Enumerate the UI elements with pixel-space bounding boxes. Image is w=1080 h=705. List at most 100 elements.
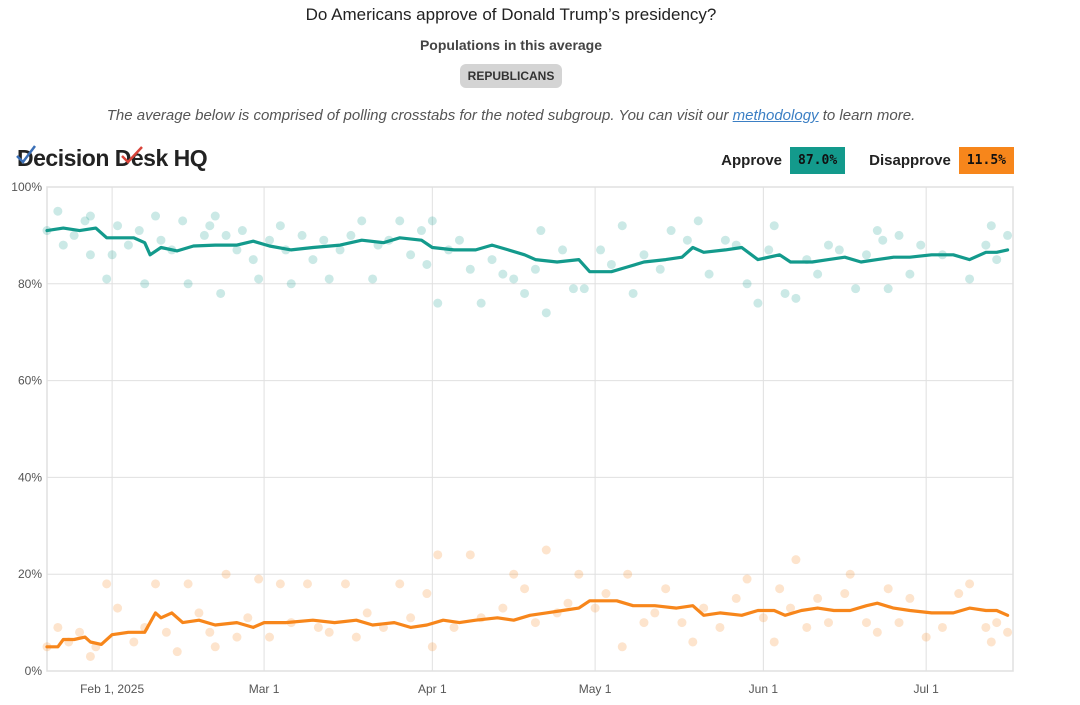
disapprove-poll-point [151,579,161,589]
disapprove-poll-point [563,598,573,608]
disapprove-poll-point [210,642,220,652]
note-text-after: to learn more. [818,107,916,124]
disapprove-poll-point [449,622,459,632]
disapprove-poll-point [85,651,95,661]
disapprove-poll-point [520,584,530,594]
disapprove-poll-point [731,593,741,603]
disapprove-poll-point [661,584,671,594]
approve-poll-point [433,298,443,308]
approve-poll-point [69,230,79,240]
note-text-before: The average below is comprised of pollin… [106,107,733,124]
approve-poll-point [454,235,464,245]
approve-poll-point [275,221,285,231]
approve-poll-point [1003,230,1013,240]
approve-poll-point [558,245,568,255]
page-title: Do Americans approve of Donald Trump’s p… [305,5,717,24]
disapprove-poll-point [340,579,350,589]
approve-poll-point [297,230,307,240]
approve-poll-point [986,221,996,231]
approve-poll-point [80,216,90,226]
population-badge[interactable]: REPUBLICANS [459,64,563,88]
disapprove-poll-point [406,613,416,623]
approve-poll-point [205,221,215,231]
approve-poll-point [509,274,519,284]
approve-poll-point [813,269,823,279]
approve-poll-point [498,269,508,279]
approve-poll-point [210,211,220,221]
approve-poll-point [140,279,150,289]
approve-poll-point [655,264,665,274]
y-tick-label: 0% [25,664,43,678]
approval-chart: 0% 20% 40% 60% 80% 100% Feb 1, 2025 Mar 1 Apr 1 M… [11,180,1014,696]
approve-poll-point [693,216,703,226]
disapprove-poll-point [113,603,123,613]
disapprove-poll-point [427,642,437,652]
approve-poll-point [704,269,714,279]
approve-poll-point [981,240,991,250]
approve-poll-point [406,250,416,260]
disapprove-poll-point [265,632,275,642]
disapprove-poll-point [574,569,584,579]
approve-poll-point [183,279,193,289]
disapprove-poll-point [362,608,372,618]
disapprove-poll-point [840,589,850,599]
y-tick-label: 60% [18,374,42,388]
disapprove-poll-point [791,555,801,565]
approve-poll-point [113,221,123,231]
approve-poll-point [248,255,258,265]
approve-poll-point [422,259,432,269]
approve-poll-point [134,226,144,236]
disapprove-poll-point [530,618,540,628]
approve-poll-point [682,235,692,245]
approve-poll-point [216,288,226,298]
approve-poll-point [319,235,329,245]
disapprove-poll-point [498,603,508,613]
approve-poll-point [395,216,405,226]
approve-poll-point [861,250,871,260]
disapprove-poll-point [650,608,660,618]
disapprove-poll-point [861,618,871,628]
disapprove-poll-point [769,637,779,647]
approve-poll-point [878,235,888,245]
disapprove-poll-point [194,608,204,618]
approve-poll-point [916,240,926,250]
y-tick-label: 20% [18,567,42,581]
disapprove-poll-point [813,593,823,603]
approve-poll-point [308,255,318,265]
approve-poll-point [780,288,790,298]
methodology-link[interactable]: methodology [732,107,819,124]
disapprove-poll-point [894,618,904,628]
approve-poll-point [579,284,589,294]
disapprove-poll-point [75,627,85,637]
disapprove-poll-point [183,579,193,589]
disapprove-poll-point [981,622,991,632]
disapprove-poll-point [129,637,139,647]
disapprove-poll-point [872,627,882,637]
disapprove-poll-point [422,589,432,599]
logo-checkmark-graphic [16,145,143,164]
x-tick-label: May 1 [579,682,612,696]
approve-poll-point [791,293,801,303]
approve-poll-point [237,226,247,236]
approve-poll-point [357,216,367,226]
disapprove-poll-point [775,584,785,594]
disapprove-poll-point [590,603,600,613]
y-tick-label: 100% [11,180,42,194]
x-tick-label: Jun 1 [749,682,779,696]
approve-poll-point [335,245,345,255]
approve-poll-point [151,211,161,221]
disapprove-poll-point [905,593,915,603]
disapprove-poll-point [617,642,627,652]
y-tick-label: 80% [18,277,42,291]
methodology-note: The average below is comprised of pollin… [0,107,1022,124]
disapprove-poll-point [465,550,475,560]
approve-poll-point [965,274,975,284]
disapprove-poll-point [785,603,795,613]
approve-poll-point [883,284,893,294]
approve-poll-point [427,216,437,226]
disapprove-poll-point [172,647,182,657]
disapprove-poll-point [275,579,285,589]
disapprove-poll-point [232,632,242,642]
x-tick-label: Jul 1 [913,682,939,696]
approve-poll-point [720,235,730,245]
